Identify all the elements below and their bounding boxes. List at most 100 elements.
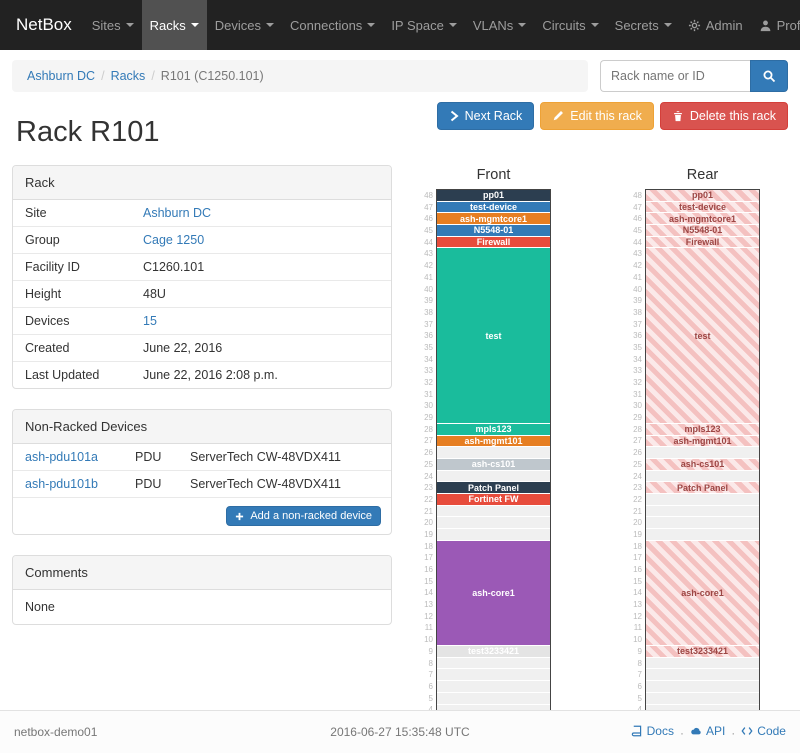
nav-item-profile[interactable]: Profile <box>751 0 800 50</box>
created-value: June 22, 2016 <box>131 334 391 362</box>
rack-device-test3233421[interactable]: test3233421 <box>437 646 550 658</box>
rack-rear-wrap: 48 47 46 45 44 43 42 41 40 39 38 37 36 35 34 33 32 31 30 29… <box>629 189 760 753</box>
api-link[interactable]: API <box>690 724 725 738</box>
nav-item-ip-space[interactable]: IP Space <box>383 0 465 50</box>
rack-device-n5548-01[interactable]: N5548-01 <box>437 225 550 237</box>
next-rack-button[interactable]: Next Rack <box>436 102 535 130</box>
table-row: Group Cage 1250 <box>13 226 391 254</box>
unit-number: 21 <box>424 506 433 516</box>
nav-label: Admin <box>705 17 743 33</box>
rack-device-test3233421[interactable]: test3233421 <box>646 646 759 658</box>
attr-label: Height <box>13 280 131 308</box>
nav-item-devices[interactable]: Devices <box>207 0 282 50</box>
chevron-down-icon <box>663 23 672 27</box>
unit-number: 21 <box>633 506 642 516</box>
rack-device-pp01[interactable]: pp01 <box>437 190 550 202</box>
table-row: Site Ashburn DC <box>13 200 391 227</box>
group-link[interactable]: Cage 1250 <box>143 233 205 247</box>
unit-number: 29 <box>633 413 642 423</box>
breadcrumb-separator: / <box>101 69 105 83</box>
rack-device-firewall[interactable]: Firewall <box>437 236 550 249</box>
unit-number: 4 <box>420 704 436 716</box>
unit-number: 46 <box>424 214 433 224</box>
main-menu: Sites Racks Devices Connections IP Space… <box>84 0 680 50</box>
search-button[interactable] <box>750 60 788 92</box>
breadcrumb-site-link[interactable]: Ashburn DC <box>27 69 96 83</box>
unit-number: 23 <box>424 483 433 493</box>
devices-count-link[interactable]: 15 <box>143 314 157 328</box>
unit-number: 27 <box>424 436 433 446</box>
device-link[interactable]: ash-pdu101a <box>25 450 98 464</box>
unit-number: 47 <box>633 202 642 212</box>
nav-item-vlans[interactable]: VLANs <box>465 0 534 50</box>
rack-device-ash-mgmt101[interactable]: ash-mgmt101 <box>437 435 550 448</box>
nav-item-admin[interactable]: Admin <box>680 0 751 50</box>
chevron-down-icon <box>367 23 376 27</box>
nav-label: Connections <box>290 17 363 33</box>
breadcrumb-racks-link[interactable]: Racks <box>110 69 146 83</box>
nav-item-circuits[interactable]: Circuits <box>534 0 606 50</box>
rack-device-test-device[interactable]: test-device <box>646 201 759 214</box>
unit-number: 40 <box>424 284 433 294</box>
unit-number: 14 <box>424 588 433 598</box>
last-updated-value: June 22, 2016 2:08 p.m. <box>131 361 391 388</box>
unit-number: 19 <box>633 529 642 539</box>
rack-device-test[interactable]: test <box>437 248 550 424</box>
rack-rear-elevation: Rear 48 47 46 45 44 43 42 41 40 39 38 37 36 35 34 33 32 3… <box>629 167 760 753</box>
rack-device-firewall[interactable]: Firewall <box>646 236 759 249</box>
rack-device-ash-cs101[interactable]: ash-cs101 <box>646 459 759 471</box>
unit-numbers: 48 47 46 45 44 43 42 41 40 39 38 37 36 35 34 33 32 31 30 29… <box>629 189 645 752</box>
rack-device-patch-panel[interactable]: Patch Panel <box>646 482 759 495</box>
code-link[interactable]: Code <box>741 724 786 738</box>
rack-device-mpls123[interactable]: mpls123 <box>646 423 759 436</box>
nav-item-connections[interactable]: Connections <box>282 0 383 50</box>
rack-device-fortinet-fw[interactable]: Fortinet FW <box>437 494 550 506</box>
site-link[interactable]: Ashburn DC <box>143 206 212 220</box>
unit-number: 31 <box>424 389 433 399</box>
edit-rack-button[interactable]: Edit this rack <box>540 102 654 130</box>
rack-device-ash-core1[interactable]: ash-core1 <box>646 540 759 647</box>
unit-number: 6 <box>637 681 642 691</box>
docs-link[interactable]: Docs <box>631 724 674 738</box>
device-link[interactable]: ash-pdu101b <box>25 477 98 491</box>
rack-device-patch-panel[interactable]: Patch Panel <box>437 482 550 495</box>
device-role: PDU <box>135 450 162 464</box>
nav-item-racks[interactable]: Racks <box>141 0 207 50</box>
unit-number: 10 <box>633 635 642 645</box>
rack-device-ash-mgmt101[interactable]: ash-mgmt101 <box>646 435 759 448</box>
unit-number: 37 <box>424 319 433 329</box>
unit-number: 43 <box>633 249 642 259</box>
table-row: Created June 22, 2016 <box>13 334 391 362</box>
rack-face-title: Rear <box>686 167 719 183</box>
search-input[interactable] <box>600 60 750 92</box>
unit-number: 17 <box>633 553 642 563</box>
rack-device-test[interactable]: test <box>646 248 759 424</box>
unit-numbers: 48 47 46 45 44 43 42 41 40 39 38 37 36 35 34 33 32 31 30 29… <box>420 189 436 752</box>
rack-device-mpls123[interactable]: mpls123 <box>437 423 550 436</box>
add-non-racked-device-button[interactable]: Add a non-racked device <box>226 506 381 526</box>
rack-device-ash-mgmtcore1[interactable]: ash-mgmtcore1 <box>437 213 550 226</box>
unit-number: 26 <box>424 448 433 458</box>
rack-device-pp01[interactable]: pp01 <box>646 190 759 202</box>
rack-device-ash-core1[interactable]: ash-core1 <box>437 540 550 647</box>
nav-item-secrets[interactable]: Secrets <box>607 0 680 50</box>
nav-item-sites[interactable]: Sites <box>84 0 142 50</box>
table-row: Height 48U <box>13 280 391 308</box>
delete-rack-button[interactable]: Delete this rack <box>659 102 788 130</box>
plus-icon <box>236 512 244 520</box>
rack-empty-unit <box>646 669 759 682</box>
unit-number: 35 <box>424 342 433 352</box>
button-label: Edit this rack <box>570 109 642 123</box>
rack-device-ash-cs101[interactable]: ash-cs101 <box>437 459 550 471</box>
brand-link[interactable]: NetBox <box>16 15 72 34</box>
rack-device-ash-mgmtcore1[interactable]: ash-mgmtcore1 <box>646 213 759 226</box>
rack-frame-front: pp01 test-device ash-mgmtcore1 N5548-01 Fire… <box>436 189 551 753</box>
device-role: PDU <box>123 470 178 497</box>
rack-device-n5548-01[interactable]: N5548-01 <box>646 225 759 237</box>
top-navbar: NetBox Sites Racks Devices Connections I… <box>0 0 800 50</box>
chevron-down-icon <box>125 23 134 27</box>
attr-label: Facility ID <box>13 253 131 281</box>
device-model: ServerTech CW-48VDX411 <box>178 470 391 497</box>
unit-number: 9 <box>637 646 642 656</box>
rack-device-test-device[interactable]: test-device <box>437 201 550 214</box>
